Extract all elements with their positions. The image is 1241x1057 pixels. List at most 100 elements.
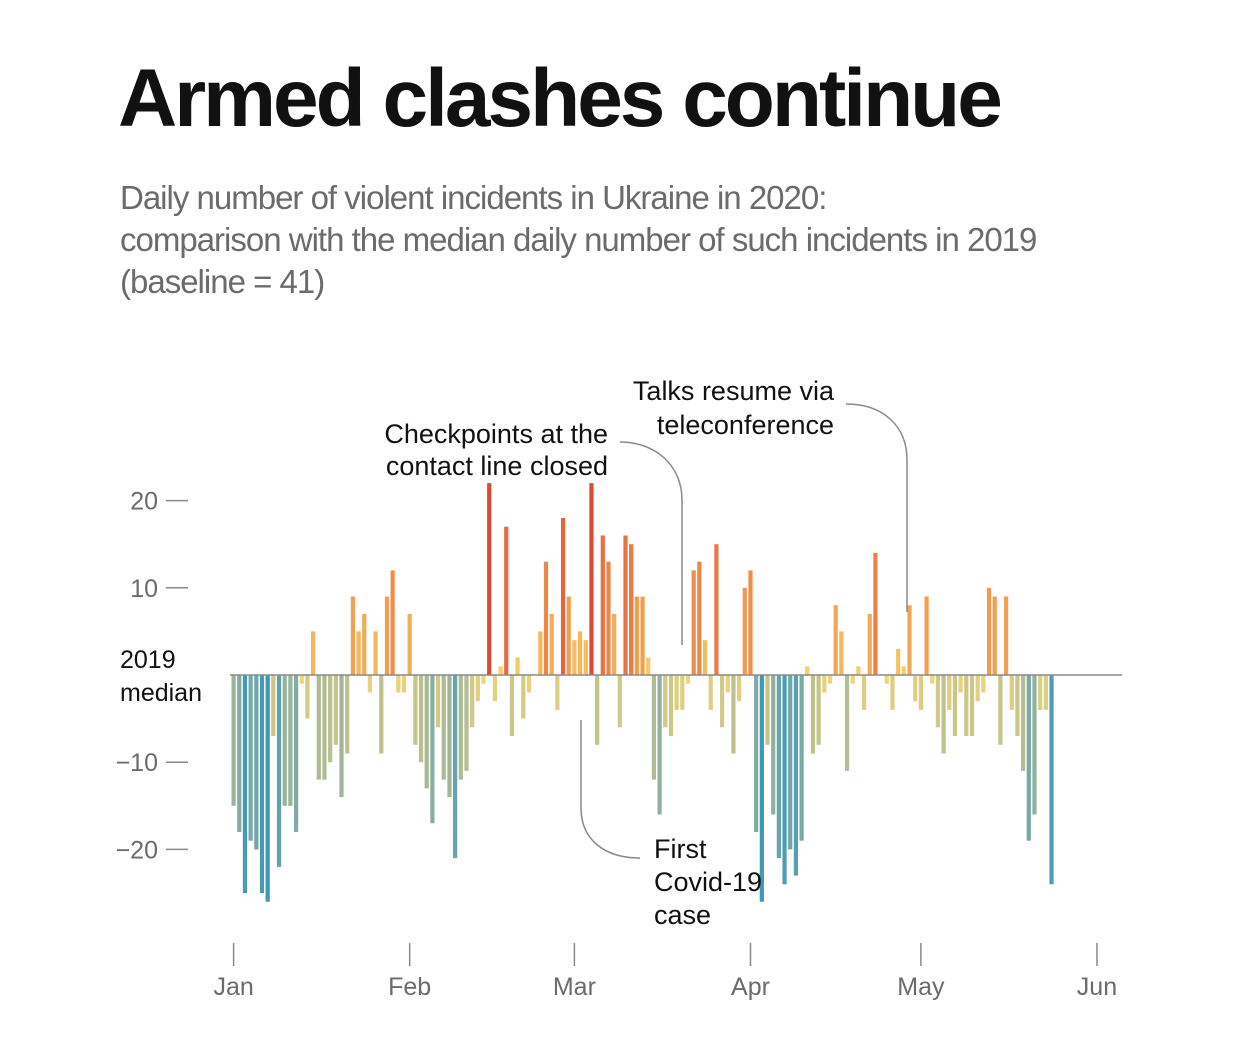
bar <box>992 596 997 675</box>
bar <box>577 631 583 675</box>
bar <box>629 544 634 675</box>
bar <box>481 675 486 684</box>
bar <box>492 675 497 702</box>
bar <box>242 675 248 893</box>
bar <box>265 675 270 902</box>
bar <box>470 675 475 728</box>
bar <box>560 518 566 675</box>
bar <box>526 675 532 693</box>
bar <box>691 570 696 675</box>
bar <box>521 675 526 719</box>
bar <box>322 675 327 780</box>
subtitle-line-1: Daily number of violent incidents in Ukr… <box>120 179 827 216</box>
bar <box>271 675 276 737</box>
bar <box>913 675 918 702</box>
bar <box>861 675 867 710</box>
bar <box>952 675 958 737</box>
x-tick-label: Mar <box>553 973 596 1001</box>
bar <box>805 666 810 675</box>
bar <box>345 675 350 754</box>
bar <box>515 657 520 675</box>
bar <box>595 675 600 745</box>
bar <box>975 675 980 702</box>
bar <box>1049 675 1054 885</box>
bar <box>458 675 463 780</box>
annotation-covid-line-2: Covid-19 <box>654 867 762 897</box>
annotation-leader-talks <box>845 403 908 612</box>
bar <box>305 675 310 719</box>
bar <box>538 631 543 675</box>
y-tick-label: 20 <box>130 488 158 516</box>
bar <box>748 570 753 675</box>
bar <box>453 675 458 859</box>
bar <box>714 544 719 675</box>
bar <box>430 675 435 824</box>
bar <box>850 675 855 684</box>
bar <box>288 675 293 806</box>
bar <box>754 675 759 832</box>
bar <box>674 675 679 710</box>
bar <box>986 587 992 675</box>
bar <box>680 675 685 710</box>
bar <box>1043 675 1048 710</box>
chart-subtitle: Daily number of violent incidents in Ukr… <box>120 177 1220 303</box>
bar <box>248 675 253 841</box>
bar <box>651 675 657 780</box>
bar <box>685 675 691 684</box>
bar <box>634 596 639 675</box>
y-tick-label: 10 <box>130 575 158 603</box>
bar <box>867 613 872 675</box>
bar <box>600 535 605 675</box>
y-axis: 20 10 −10 −20 <box>116 488 188 864</box>
bar <box>827 675 833 684</box>
subtitle-line-3: (baseline = 41) <box>120 263 325 300</box>
bar <box>299 675 304 684</box>
bar <box>844 675 850 771</box>
bar <box>901 666 906 675</box>
bar <box>1038 675 1043 710</box>
bar <box>487 483 492 675</box>
bar <box>316 675 321 780</box>
bar <box>657 675 662 815</box>
bar <box>708 675 713 710</box>
bar <box>816 675 821 745</box>
bar <box>555 675 560 710</box>
bar <box>935 675 941 728</box>
bar <box>328 675 333 763</box>
annotation-checkpoints-line-2: contact line closed <box>386 451 608 481</box>
bar <box>793 675 799 876</box>
bar <box>237 675 242 832</box>
bar <box>276 675 282 867</box>
bar <box>464 675 469 771</box>
annotation-leader-covid <box>580 720 641 859</box>
x-axis: Jan Feb Mar Apr May Jun <box>213 943 1117 1001</box>
bar <box>663 675 668 728</box>
annotation-checkpoints-line-1: Checkpoints at the <box>384 419 608 449</box>
bar <box>424 675 429 789</box>
bar <box>362 613 367 675</box>
bar <box>566 596 571 675</box>
bar <box>441 675 446 780</box>
bar <box>373 631 378 675</box>
bar <box>543 561 549 675</box>
bar <box>413 675 418 745</box>
baseline-label-line-2: median <box>120 679 202 707</box>
bar <box>833 605 838 675</box>
subtitle-line-2: comparison with the median daily number … <box>120 221 1037 258</box>
bar <box>396 675 401 693</box>
bar <box>640 596 645 675</box>
bar <box>964 675 969 737</box>
bar <box>401 675 407 693</box>
bar <box>498 666 503 675</box>
bar <box>941 675 946 754</box>
bar <box>958 675 963 693</box>
x-tick-label: Apr <box>731 973 770 1001</box>
bar <box>924 596 929 675</box>
bar <box>418 675 424 763</box>
chart-title: Armed clashes continue <box>118 53 1003 144</box>
bar <box>907 605 912 675</box>
annotation-leader-checkpoints <box>619 441 683 645</box>
bar <box>884 675 889 684</box>
bar <box>896 648 901 675</box>
bar <box>969 675 975 737</box>
